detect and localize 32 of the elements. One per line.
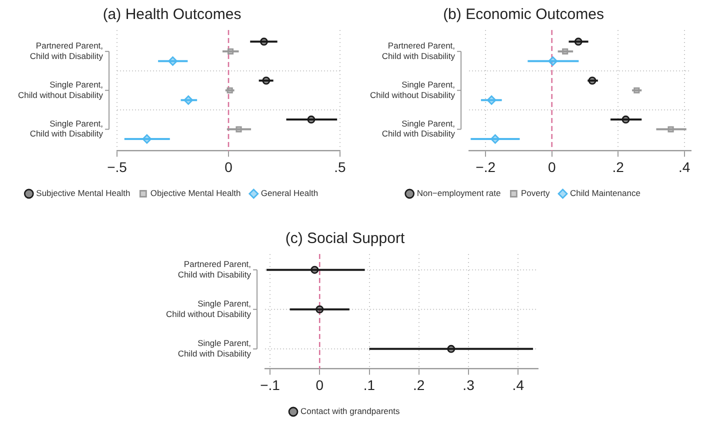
x-tick-label: 0 bbox=[224, 158, 233, 175]
legend-label: Contact with grandparents bbox=[300, 406, 400, 416]
x-tick-label: .2 bbox=[612, 158, 624, 175]
x-tick-label: −.5 bbox=[107, 158, 128, 175]
chart-title: (c) Social Support bbox=[285, 230, 406, 248]
y-tick-label: Single Parent, Child with Disability bbox=[178, 338, 252, 358]
legend-label: Objective Mental Health bbox=[150, 188, 241, 198]
x-tick-label: −.1 bbox=[260, 376, 280, 393]
x-tick-label: .1 bbox=[363, 376, 376, 393]
legend-label: Poverty bbox=[520, 188, 551, 198]
x-tick-label: −.2 bbox=[476, 158, 496, 175]
y-tick-label: Single Parent, Child without Disability bbox=[166, 298, 252, 319]
x-tick-label: .4 bbox=[678, 158, 690, 175]
legend-label: Subjective Mental Health bbox=[36, 188, 130, 198]
legend-label: Child Maintenance bbox=[570, 188, 641, 198]
y-tick-label: Single Parent, Child with Disability bbox=[382, 118, 456, 139]
x-tick-label: .5 bbox=[334, 158, 346, 175]
y-tick-label: Single Parent, Child with Disability bbox=[30, 118, 104, 139]
y-tick-label: Partnered Parent, Child with Disability bbox=[178, 259, 252, 280]
y-tick-label: Partnered Parent, Child with Disability bbox=[382, 40, 456, 61]
x-tick-label: .4 bbox=[512, 376, 524, 393]
x-tick-label: 0 bbox=[316, 376, 324, 393]
x-tick-label: .2 bbox=[413, 376, 425, 393]
x-tick-label: .3 bbox=[462, 376, 475, 393]
chart-title: (a) Health Outcomes bbox=[102, 6, 242, 24]
x-tick-label: 0 bbox=[548, 158, 556, 175]
legend-label: General Health bbox=[260, 188, 318, 198]
y-tick-label: Single Parent, Child without Disability bbox=[18, 80, 104, 100]
legend-label: Non−employment rate bbox=[416, 188, 501, 198]
y-tick-label: Single Parent, Child without Disability bbox=[370, 80, 456, 100]
y-tick-label: Partnered Parent, Child with Disability bbox=[30, 40, 104, 61]
chart-title: (b) Economic Outcomes bbox=[443, 6, 604, 24]
